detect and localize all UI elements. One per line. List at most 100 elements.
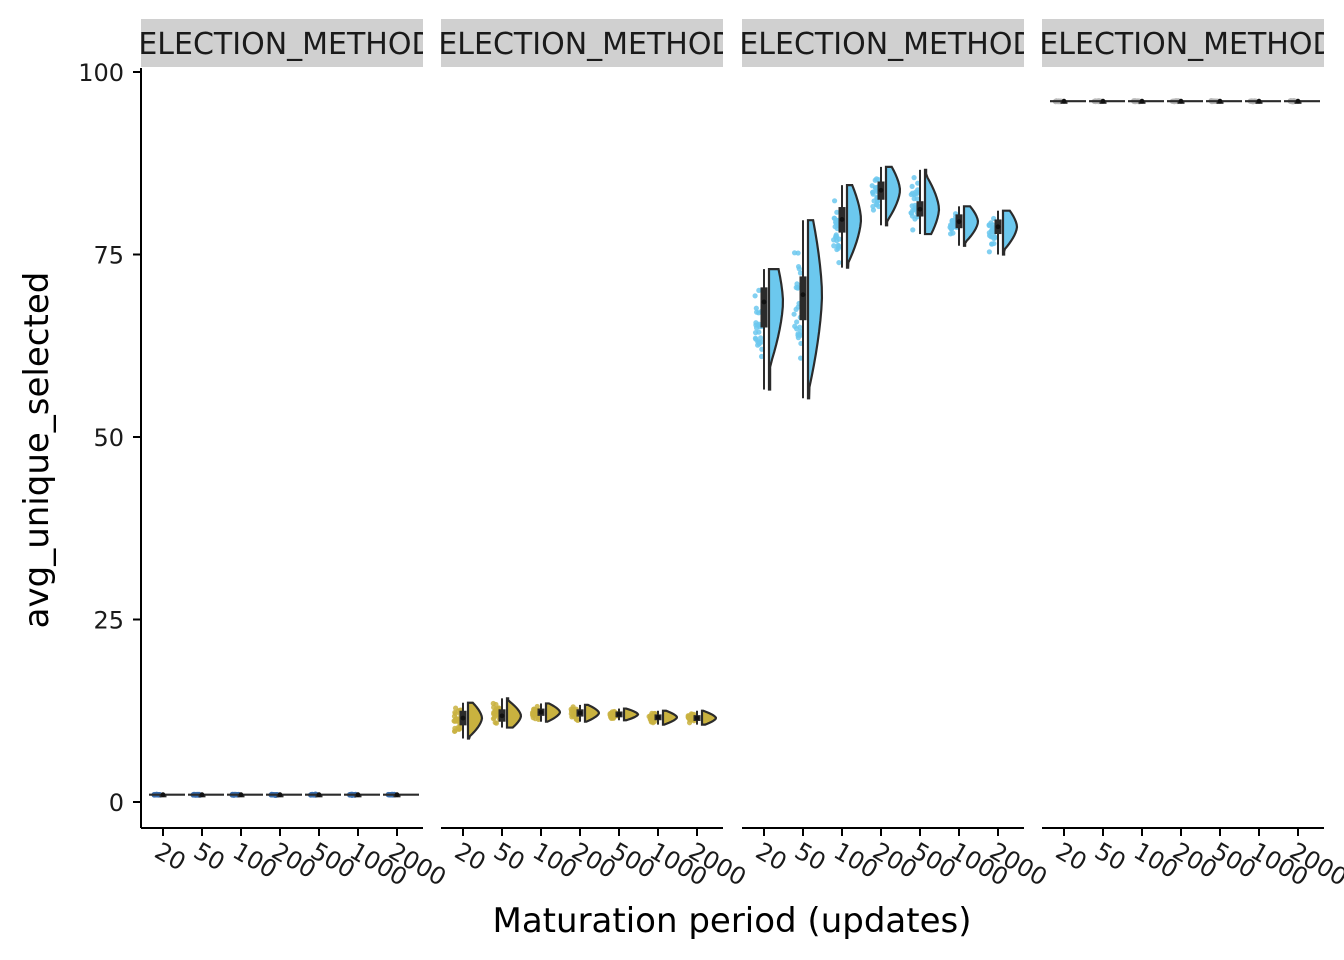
box-iqr: [799, 276, 807, 321]
data-point: [607, 712, 613, 718]
data-point: [752, 293, 758, 299]
violin-shape: [806, 219, 824, 400]
x-tick-label: 50: [790, 837, 830, 877]
strip-label: SELECTION_METHOD:: [119, 27, 444, 62]
box-median: [316, 792, 322, 798]
box-median: [839, 217, 845, 222]
x-tick-label: 20: [751, 837, 791, 877]
data-point: [756, 287, 762, 294]
data-point: [791, 311, 797, 317]
data-point: [873, 202, 880, 208]
box-median: [1295, 98, 1301, 104]
data-point: [796, 266, 802, 272]
data-point: [536, 716, 542, 723]
y-axis: 0 25 50 75 100: [78, 59, 142, 828]
box-median: [995, 224, 1001, 230]
y-tick-label: 0: [109, 789, 124, 817]
data-point: [793, 326, 800, 332]
data-point: [991, 235, 997, 242]
box-iqr: [760, 287, 768, 328]
violin-shape: [923, 168, 941, 236]
data-point: [791, 250, 798, 256]
data-point: [915, 187, 921, 193]
data-point: [492, 708, 498, 715]
box-median: [1178, 98, 1184, 104]
data-point: [570, 704, 576, 710]
data-point: [909, 183, 915, 190]
violin-shape: [884, 165, 902, 227]
box-median: [878, 187, 884, 193]
x-axis-title: Maturation period (updates): [493, 901, 972, 941]
violin-shape: [544, 702, 562, 723]
box-median: [1217, 98, 1223, 104]
violin-shape: [1001, 209, 1019, 256]
data-point: [797, 355, 804, 361]
x-tick-label: 20: [450, 837, 490, 877]
y-tick-label: 75: [93, 242, 124, 270]
strip-background: [141, 19, 423, 67]
box-median: [199, 792, 205, 798]
box-median: [1061, 98, 1067, 104]
data-point: [910, 227, 916, 233]
data-point: [986, 222, 992, 228]
data-point: [453, 705, 459, 711]
data-point: [753, 305, 759, 311]
violin-shape: [505, 697, 523, 729]
data-point: [831, 237, 837, 243]
y-axis-title: avg_unique_selected: [17, 272, 57, 629]
y-tick-label: 50: [93, 424, 124, 452]
data-point: [831, 198, 838, 204]
box-median: [616, 712, 622, 717]
violin-shape: [767, 268, 785, 391]
data-point: [948, 225, 954, 231]
data-point: [490, 700, 496, 707]
box-median: [1256, 98, 1262, 104]
box-median: [655, 714, 661, 720]
data-point: [950, 230, 956, 236]
x-tick-label: 50: [189, 837, 229, 877]
data-point: [685, 715, 691, 721]
box-median: [917, 206, 923, 212]
data-point: [912, 216, 918, 222]
data-point: [991, 240, 997, 247]
box-median: [277, 792, 283, 798]
strip-label: SELECTION_METHOD:: [419, 27, 744, 62]
data-point: [795, 285, 801, 291]
violin-shape: [661, 709, 679, 726]
data-point: [452, 728, 458, 734]
data-point: [875, 176, 881, 183]
data-point: [568, 711, 574, 717]
data-point: [870, 191, 876, 197]
data-point: [911, 192, 917, 198]
box-median: [460, 715, 466, 721]
box-median: [355, 792, 361, 798]
x-tick-label: 50: [489, 837, 529, 877]
box-median: [394, 792, 400, 798]
box-median: [160, 792, 166, 798]
box-median: [538, 709, 544, 715]
data-point: [834, 209, 840, 215]
data-point: [754, 309, 760, 315]
data-point: [648, 717, 654, 724]
violin-shape: [962, 205, 980, 247]
box-median: [238, 792, 244, 798]
data-point: [531, 706, 537, 712]
data-point: [831, 243, 837, 249]
data-point: [872, 185, 879, 191]
strip-label: SELECTION_METHOD:: [1020, 27, 1344, 62]
strip-background: [1042, 19, 1324, 67]
x-tick-label: 50: [1090, 837, 1130, 877]
data-point: [909, 203, 915, 209]
box-median: [800, 292, 806, 298]
y-tick-label: 100: [78, 59, 124, 87]
data-point: [797, 270, 804, 276]
box-median: [499, 713, 505, 719]
box-median: [956, 219, 962, 225]
box-median: [577, 710, 583, 716]
violin-shape: [622, 707, 640, 722]
